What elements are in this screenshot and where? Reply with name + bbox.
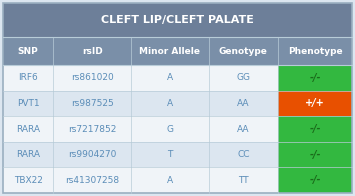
Text: Phenotype: Phenotype [288,46,343,55]
Text: rsID: rsID [82,46,103,55]
Bar [131,65,208,91]
Text: CLEFT LIP/CLEFT PALATE: CLEFT LIP/CLEFT PALATE [101,15,254,25]
Bar [278,167,352,193]
Bar [3,37,53,65]
Text: G: G [166,124,173,133]
Text: AA: AA [237,124,250,133]
Text: GG: GG [236,73,250,82]
Text: TBX22: TBX22 [14,176,43,185]
Bar [208,142,278,167]
Text: rs987525: rs987525 [71,99,114,108]
Bar [208,65,278,91]
Bar [131,167,208,193]
Text: rs41307258: rs41307258 [65,176,119,185]
Bar [53,167,131,193]
Bar [3,167,53,193]
Bar [131,116,208,142]
Bar [53,91,131,116]
Text: -/-: -/- [310,73,321,83]
Text: Genotype: Genotype [219,46,268,55]
Text: -/-: -/- [310,124,321,134]
Bar [208,91,278,116]
Bar [278,116,352,142]
Text: SNP: SNP [18,46,39,55]
Bar [278,142,352,167]
Text: RARA: RARA [16,150,40,159]
Bar [208,116,278,142]
Text: T: T [167,150,173,159]
Bar [3,142,53,167]
Text: A: A [167,176,173,185]
Bar [278,37,352,65]
Text: AA: AA [237,99,250,108]
Text: rs9904270: rs9904270 [68,150,116,159]
Bar [278,65,352,91]
Text: CC: CC [237,150,250,159]
Bar [131,91,208,116]
Bar [131,37,208,65]
Text: rs7217852: rs7217852 [68,124,116,133]
Text: TT: TT [238,176,249,185]
Text: IRF6: IRF6 [18,73,38,82]
Text: -/-: -/- [310,175,321,185]
Text: +/+: +/+ [305,98,325,108]
Bar [53,37,131,65]
Text: -/-: -/- [310,150,321,160]
Text: Minor Allele: Minor Allele [139,46,200,55]
Text: A: A [167,73,173,82]
Bar [131,142,208,167]
Text: RARA: RARA [16,124,40,133]
Bar [3,3,352,37]
Text: A: A [167,99,173,108]
Bar [53,65,131,91]
Bar [3,91,53,116]
Bar [3,65,53,91]
Text: PVT1: PVT1 [17,99,39,108]
Bar [208,167,278,193]
Text: rs861020: rs861020 [71,73,114,82]
Bar [53,116,131,142]
Bar [53,142,131,167]
Bar [278,91,352,116]
Bar [3,116,53,142]
Bar [208,37,278,65]
